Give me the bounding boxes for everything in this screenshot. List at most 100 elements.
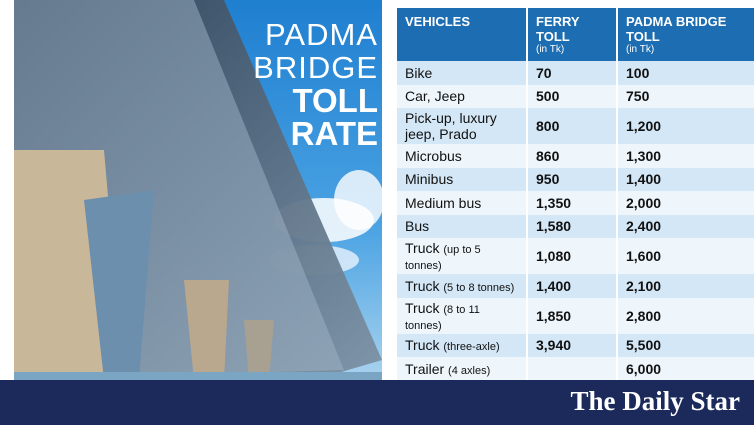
vehicle-note: (5 to 8 tonnes) (443, 281, 515, 294)
bridge-cell: 5,500 (616, 333, 754, 357)
vehicle-name: Pick-up, luxury jeep, Prado (405, 110, 497, 142)
title-line: TOLL (292, 82, 378, 119)
table-row: Minibus 950 1,400 (397, 167, 754, 191)
ferry-toll: 1,080 (536, 248, 572, 264)
vehicle-cell: Minibus (397, 167, 527, 191)
ferry-cell: 800 (526, 108, 617, 144)
bridge-cell: 750 (616, 84, 754, 108)
table-row: Bus 1,580 2,400 (397, 214, 754, 238)
vehicle-cell: Car, Jeep (397, 84, 527, 108)
bridge-toll: 1,600 (626, 248, 662, 264)
table-row: Bike 70 100 (397, 61, 754, 85)
ferry-toll: 500 (536, 88, 560, 105)
bridge-toll: 2,400 (626, 218, 662, 235)
vehicle-name: Car, Jeep (405, 88, 465, 105)
vehicle-name: Truck (405, 240, 440, 256)
vehicle-cell: Microbus (397, 144, 527, 168)
column-header: FERRY TOLL (in Tk) (526, 8, 617, 61)
bridge-cell: 1,300 (616, 144, 754, 168)
ferry-toll: 860 (536, 147, 560, 164)
ferry-toll: 1,580 (536, 218, 572, 235)
ferry-toll: 800 (536, 118, 560, 134)
header-text: FERRY TOLL (536, 14, 580, 44)
bridge-toll: 2,800 (626, 307, 662, 324)
vehicle-cell: Truck (5 to 8 tonnes) (397, 274, 527, 298)
bridge-toll: 750 (626, 88, 650, 105)
ferry-cell: 70 (526, 61, 617, 85)
vehicle-cell: Pick-up, luxury jeep, Prado (397, 108, 527, 144)
ferry-toll: 1,350 (536, 194, 572, 211)
ferry-cell: 500 (526, 84, 617, 108)
ferry-toll: 70 (536, 64, 552, 81)
header-unit: (in Tk) (626, 44, 655, 55)
vehicle-cell: Truck (8 to 11 tonnes) (397, 297, 527, 334)
vehicle-name: Truck (405, 277, 440, 294)
header-unit: (in Tk) (536, 44, 565, 55)
footer: The Daily Star (0, 380, 754, 425)
column-header: PADMA BRIDGE TOLL (in Tk) (616, 8, 754, 61)
header-text: VEHICLES (405, 14, 471, 29)
vehicle-name: Minibus (405, 171, 454, 188)
ferry-toll: 1,850 (536, 307, 572, 324)
vehicle-name: Truck (405, 337, 440, 354)
vehicle-note: (up to 5 tonnes) (405, 244, 481, 272)
ferry-toll: 950 (536, 171, 560, 188)
bridge-toll: 1,400 (626, 171, 662, 188)
vehicle-cell: Truck (up to 5 tonnes) (397, 238, 527, 274)
table-row: Car, Jeep 500 750 (397, 84, 754, 108)
toll-table-container: VEHICLES FERRY TOLL (in Tk) PADMA BRIDGE TO… (397, 8, 754, 380)
ferry-cell: 3,940 (526, 333, 617, 357)
table-row: Truck (5 to 8 tonnes) 1,400 2,100 (397, 274, 754, 298)
table-row: Truck (8 to 11 tonnes) 1,850 2,800 (397, 297, 754, 334)
title-line: PADMA (265, 17, 378, 52)
bridge-cell: 1,200 (616, 108, 754, 144)
bridge-cell: 1,600 (616, 238, 754, 274)
vehicle-name: Bike (405, 64, 433, 81)
vehicle-cell: Truck (three-axle) (397, 333, 527, 357)
bridge-toll: 1,200 (626, 118, 662, 134)
title-line: BRIDGE (253, 50, 378, 85)
table-row: Pick-up, luxury jeep, Prado 800 1,200 (397, 108, 754, 144)
bridge-toll: 2,000 (626, 194, 662, 211)
table-row: Medium bus 1,350 2,000 (397, 191, 754, 215)
bridge-toll: 1,300 (626, 147, 662, 164)
table-row: Trailer (4 axles) 6,000 (397, 357, 754, 380)
ferry-toll: 3,940 (536, 337, 572, 354)
column-header: VEHICLES (397, 8, 527, 61)
header-row: VEHICLES FERRY TOLL (in Tk) PADMA BRIDGE TO… (397, 8, 754, 61)
bridge-cell: 2,800 (616, 297, 754, 334)
vehicle-note: (4 axles) (448, 364, 491, 377)
vehicle-name: Medium bus (405, 194, 482, 211)
bridge-cell: 2,400 (616, 214, 754, 238)
table-body: Bike 70 100 Car, Jeep 500 750 Pick-up, luxury … (397, 61, 754, 380)
bridge-cell: 1,400 (616, 167, 754, 191)
brand: The Daily Star (570, 386, 740, 416)
vehicle-name: Bus (405, 218, 430, 235)
vehicle-note: (three-axle) (443, 341, 500, 354)
ferry-cell: 1,080 (526, 238, 617, 274)
vehicle-cell: Bus (397, 214, 527, 238)
ferry-cell: 1,580 (526, 214, 617, 238)
bridge-cell: 2,100 (616, 274, 754, 298)
ferry-cell: 1,350 (526, 191, 617, 215)
table-row: Truck (three-axle) 3,940 5,500 (397, 333, 754, 357)
bridge-toll: 6,000 (626, 360, 662, 377)
ferry-cell: 950 (526, 167, 617, 191)
ferry-toll: 1,400 (536, 277, 572, 294)
bridge-toll: 100 (626, 64, 650, 81)
bridge-cell: 2,000 (616, 191, 754, 215)
vehicle-cell: Bike (397, 61, 527, 85)
bridge-toll: 2,100 (626, 277, 662, 294)
title: PADMA BRIDGE TOLL RATE (250, 18, 378, 150)
ferry-cell: 1,850 (526, 297, 617, 334)
table-row: Microbus 860 1,300 (397, 144, 754, 168)
vehicle-name: Microbus (405, 147, 462, 164)
bridge-photo (14, 0, 382, 380)
vehicle-name: Truck (405, 299, 440, 316)
bridge-cell: 100 (616, 61, 754, 85)
ferry-cell (526, 357, 617, 380)
title-line: RATE (290, 115, 378, 152)
ferry-cell: 860 (526, 144, 617, 168)
header-text: PADMA BRIDGE TOLL (626, 14, 727, 44)
bridge-toll: 5,500 (626, 337, 662, 354)
